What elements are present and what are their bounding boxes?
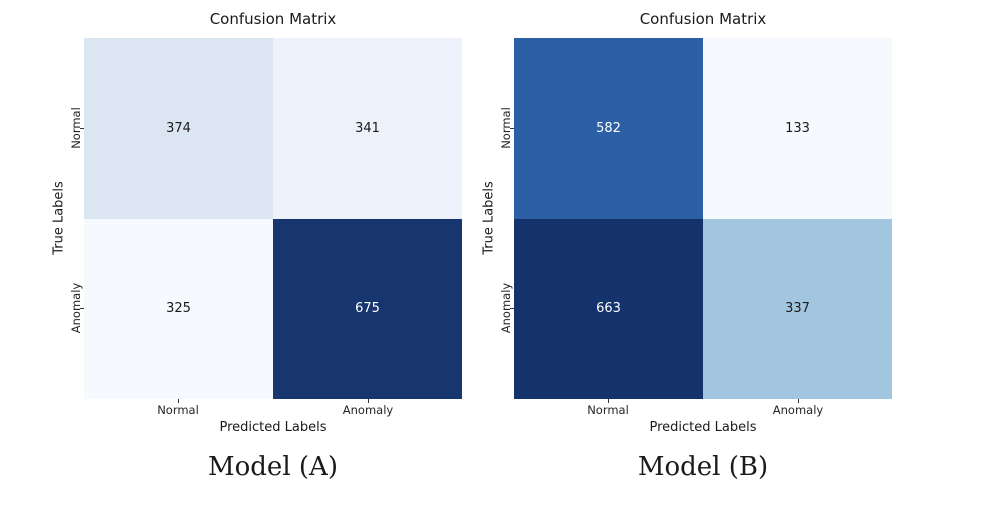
y-tick-label: Anomaly [69,282,83,334]
x-axis-label: Predicted Labels [649,420,757,435]
heatmap-cell-true-anomaly-pred-normal: 325 [84,218,273,399]
heatmap-cell-true-normal-pred-normal: 374 [84,38,273,219]
x-tick-mark [798,399,799,403]
heatmap-plot-b: 582 133 663 337 [514,38,892,399]
figure-caption: Model (B) [637,452,769,482]
x-tick-label: Normal [587,403,629,417]
x-tick-mark [178,399,179,403]
figure-caption: Model (A) [208,452,338,482]
x-tick-mark [608,399,609,403]
x-tick-label: Anomaly [772,403,824,417]
y-tick-mark [510,128,514,129]
x-axis-label: Predicted Labels [219,420,327,435]
confusion-matrix-figure-a: Confusion Matrix 374 341 325 675 Normal … [52,0,462,522]
y-tick-mark [80,308,84,309]
confusion-matrix-figure-b: Confusion Matrix 582 133 663 337 Normal … [482,0,892,522]
y-tick-mark [510,308,514,309]
y-axis-label: True Labels [481,181,497,255]
x-tick-label: Anomaly [342,403,394,417]
heatmap-cell-true-anomaly-pred-anomaly: 337 [703,218,892,399]
heatmap-cell-true-anomaly-pred-anomaly: 675 [273,218,462,399]
y-axis-label: True Labels [51,181,67,255]
y-tick-label: Normal [499,107,513,149]
heatmap-plot-a: 374 341 325 675 [84,38,462,399]
x-tick-mark [368,399,369,403]
heatmap-cell-true-normal-pred-anomaly: 133 [703,38,892,219]
y-tick-mark [80,128,84,129]
x-tick-label: Normal [157,403,199,417]
chart-title: Confusion Matrix [209,10,337,28]
heatmap-cell-true-normal-pred-normal: 582 [514,38,703,219]
heatmap-cell-true-normal-pred-anomaly: 341 [273,38,462,219]
y-tick-label: Normal [69,107,83,149]
heatmap-cell-true-anomaly-pred-normal: 663 [514,218,703,399]
chart-title: Confusion Matrix [639,10,767,28]
y-tick-label: Anomaly [499,282,513,334]
